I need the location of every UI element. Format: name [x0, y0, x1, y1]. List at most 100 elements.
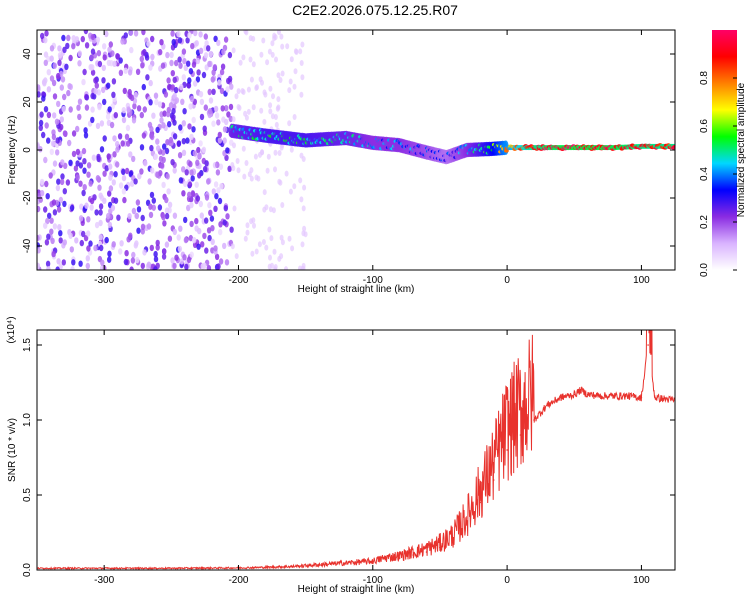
- spectrogram-noise-dot: [276, 96, 281, 103]
- spectrogram-noise-dot: [121, 174, 127, 182]
- spectrogram-noise-dot: [293, 48, 298, 55]
- spectrogram-noise-dot: [57, 59, 62, 66]
- spectrogram-noise-dot: [206, 178, 211, 185]
- spectrogram-noise-dot: [52, 160, 58, 167]
- spectrogram-noise-dot: [258, 151, 262, 158]
- spectrogram-noise-dot: [293, 68, 298, 75]
- spectrogram-noise-dot: [202, 125, 207, 132]
- spectrogram-noise-dot: [216, 39, 221, 47]
- snr-data-point: [479, 501, 482, 504]
- spectrogram-noise-dot: [242, 173, 247, 180]
- spectrogram-noise-dot: [213, 105, 219, 113]
- x-tick-label: 0: [504, 275, 510, 286]
- spectrogram-noise-dot: [156, 145, 161, 152]
- spectrogram-noise-dot: [181, 120, 186, 127]
- spectrogram-noise-dot: [168, 136, 174, 144]
- spectrogram-noise-dot: [258, 76, 263, 83]
- spectrogram-noise-dot: [170, 70, 175, 77]
- spectrogram-noise-dot: [56, 206, 62, 213]
- spectrogram-noise-dot: [267, 226, 272, 233]
- colorbar: 0.0 0.2 0.4 0.6 0.8 Normalized spectral ampl…: [699, 30, 747, 277]
- spectrogram-noise-dot: [167, 235, 173, 242]
- spectrogram-noise-dot: [267, 263, 272, 270]
- spectrogram-noise-dot: [199, 113, 205, 121]
- spectrogram-noise-dot: [49, 217, 54, 224]
- spectrogram-noise-dot: [61, 259, 66, 266]
- spectrogram-noise-dot: [209, 215, 215, 222]
- spectrogram-noise-dot: [149, 125, 154, 133]
- spectrogram-noise-dot: [140, 223, 146, 230]
- snr-data-point: [412, 554, 414, 556]
- spectrogram-noise-dot: [299, 196, 304, 203]
- x-tick-label: -300: [94, 575, 114, 586]
- spectrogram-noise-dot: [176, 234, 181, 241]
- spectrogram-noise-dot: [181, 190, 186, 197]
- spectrogram-noise-dot: [100, 259, 105, 266]
- spectrogram-noise-dot: [83, 132, 89, 139]
- spectrogram-noise-dot: [248, 35, 253, 42]
- spectrogram-noise-dot: [192, 150, 198, 157]
- spectrogram-noise-dot: [262, 118, 267, 125]
- spectrogram-noise-dot: [177, 152, 183, 159]
- spectrogram-noise-dot: [198, 31, 203, 38]
- spectrogram-noise-dot: [141, 83, 146, 91]
- spectrogram-y-label: Frequency (Hz): [7, 116, 18, 185]
- spectrogram-noise-dot: [92, 194, 97, 201]
- spectrogram-noise-dot: [207, 88, 212, 96]
- spectrogram-noise-dot: [121, 168, 126, 175]
- spectrogram-noise-dot: [43, 206, 48, 213]
- spectrogram-noise-dot: [39, 190, 45, 197]
- spectrogram-noise-dot: [155, 171, 160, 178]
- spectrogram-noise-dot: [68, 159, 73, 166]
- spectrogram-noise-dot: [127, 213, 132, 220]
- spectrogram-noise-dot: [98, 192, 103, 199]
- spectrogram-noise-dot: [206, 227, 212, 234]
- spectrogram-noise-dot: [279, 144, 284, 151]
- spectrogram-noise-dot: [106, 212, 111, 220]
- spectrogram-noise-dot: [68, 54, 73, 62]
- spectrogram-noise-dot: [68, 232, 73, 239]
- spectrogram-noise-dot: [230, 243, 235, 250]
- colorbar-tick-label: 0.6: [699, 119, 710, 133]
- spectrogram-noise-dot: [231, 165, 236, 172]
- spectrogram-noise-dot: [37, 234, 40, 242]
- spectrogram-noise-dot: [88, 63, 93, 71]
- spectrogram-noise-dot: [124, 167, 130, 175]
- spectrogram-noise-dot: [290, 245, 295, 252]
- spectrogram-noise-dot: [153, 153, 158, 160]
- spectrogram-noise-dot: [220, 105, 225, 112]
- spectrogram-noise-dot: [140, 214, 145, 222]
- spectrogram-noise-dot: [185, 137, 190, 144]
- spectrogram-noise-dot: [211, 88, 216, 96]
- spectrogram-noise-dot: [128, 151, 133, 158]
- spectrogram-noise-dot: [188, 234, 193, 242]
- spectrogram-noise-dot: [88, 180, 93, 187]
- spectrogram-noise-dot: [51, 79, 57, 87]
- spectrogram-noise-dot: [270, 51, 275, 58]
- spectrogram-y-ticks: -40 -20 0 20 40: [22, 48, 675, 253]
- spectrogram-noise-dot: [169, 59, 174, 67]
- spectrogram-noise-dot: [250, 250, 255, 257]
- spectrogram-noise-dot: [65, 179, 71, 186]
- spectrogram-noise-dot: [187, 77, 192, 84]
- spectrogram-noise-dot: [59, 178, 65, 186]
- spectrogram-noise-dot: [43, 59, 48, 66]
- x-tick-label: -200: [228, 575, 248, 586]
- spectrogram-noise-dot: [102, 170, 107, 177]
- spectrogram-noise-dot: [148, 203, 153, 210]
- spectrogram-noise-dot: [147, 178, 152, 185]
- spectrogram-noise-dot: [187, 123, 192, 130]
- spectrogram-noise-dot: [62, 200, 67, 208]
- spectrogram-noise-dot: [273, 34, 278, 41]
- spectrogram-noise-dot: [71, 150, 77, 158]
- spectrogram-noise-dot: [82, 158, 87, 165]
- spectrogram-noise-dot: [90, 48, 96, 55]
- snr-data-point: [613, 395, 616, 397]
- spectrogram-noise-dot: [46, 266, 51, 270]
- spectrogram-noise-dot: [90, 69, 96, 76]
- spectrogram-noise-dot: [214, 253, 220, 260]
- spectrogram-noise-dot: [188, 160, 193, 168]
- spectrogram-noise-dot: [284, 266, 288, 270]
- spectrogram-noise-dot: [123, 67, 128, 74]
- spectrogram-noise-dot: [166, 83, 172, 91]
